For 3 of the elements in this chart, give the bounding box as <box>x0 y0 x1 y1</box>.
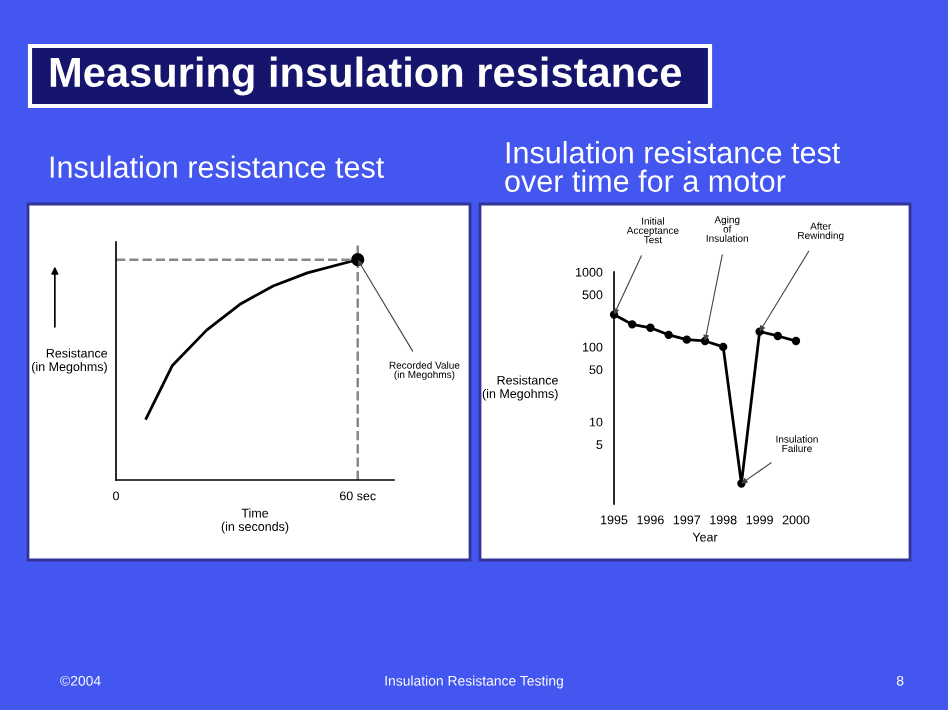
chart-title: Insulation resistance test over time for a motor <box>505 141 841 192</box>
chart-title: Insulation resistance test <box>50 155 385 178</box>
text: Measuring insulation resistance <box>50 56 682 96</box>
